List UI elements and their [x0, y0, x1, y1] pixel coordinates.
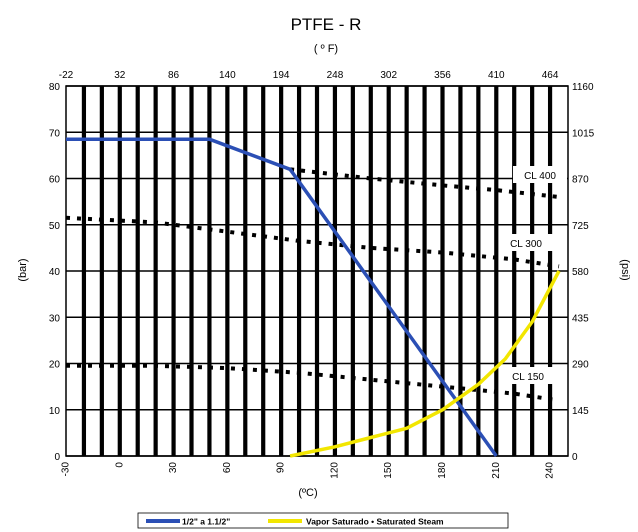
y-tick-label: 30 [49, 313, 61, 324]
y2-axis-label: (psi) [619, 259, 631, 280]
y-tick-label: 70 [49, 128, 61, 139]
annotation-label: CL 400 [524, 171, 556, 182]
y-tick-label: 40 [49, 267, 61, 278]
x-tick-label: 0 [114, 462, 125, 468]
y-tick-label: 80 [49, 82, 61, 93]
annotation-label: CL 150 [512, 372, 544, 383]
y2-tick-label: 870 [572, 175, 589, 186]
top-tick-label: 248 [327, 70, 344, 81]
x-tick-label: 240 [545, 462, 556, 479]
top-tick-label: 86 [168, 70, 180, 81]
top-tick-label: 410 [488, 70, 505, 81]
top-axis-label: ( º F) [314, 43, 338, 55]
annotation-box [513, 166, 567, 183]
y2-tick-label: 0 [572, 452, 578, 463]
y-tick-label: 50 [49, 221, 61, 232]
legend-label-0: 1/2" a 1.1/2" [182, 517, 230, 527]
y-tick-label: 0 [54, 452, 60, 463]
top-tick-label: -22 [59, 70, 74, 81]
x-tick-label: 120 [329, 462, 340, 479]
series-line-1 [289, 270, 561, 458]
legend: 1/2" a 1.1/2" Vapor Saturado • Saturated … [137, 512, 509, 529]
top-tick-label: 302 [380, 70, 397, 81]
series-group [65, 137, 561, 458]
series-line-3 [65, 215, 560, 269]
tick-labels: -30 0 30 60 90 120 150 180 210 240-22 32 86 140 194 24… [49, 70, 595, 479]
x-tick-label: 210 [491, 462, 502, 479]
y-tick-label: 60 [49, 175, 61, 186]
x-tick-label: 90 [276, 462, 287, 474]
grid [65, 85, 569, 457]
x-tick-label: -30 [61, 462, 72, 477]
x-axis-label: (ºC) [298, 487, 317, 499]
y2-tick-label: 145 [572, 406, 589, 417]
x-tick-label: 30 [168, 462, 179, 474]
y-tick-label: 10 [49, 406, 61, 417]
x-tick-label: 60 [222, 462, 233, 474]
y2-tick-label: 1160 [572, 82, 594, 93]
annotation-box [501, 367, 555, 384]
top-tick-label: 356 [434, 70, 451, 81]
top-tick-label: 194 [273, 70, 290, 81]
chart-title: PTFE - R [291, 15, 362, 34]
y2-tick-label: 435 [572, 313, 589, 324]
annotations: CL 400 CL 300 CL 150 [499, 166, 567, 384]
annotation-label: CL 300 [510, 239, 542, 250]
legend-label-1: Vapor Saturado • Saturated Steam [306, 517, 444, 527]
annotation-box [499, 234, 553, 251]
top-tick-label: 140 [219, 70, 236, 81]
y2-tick-label: 290 [572, 360, 589, 371]
top-tick-label: 464 [542, 70, 559, 81]
y2-tick-label: 580 [572, 267, 589, 278]
y-axis-label: (bar) [17, 258, 29, 281]
series-line-4 [66, 363, 560, 403]
legend-box [137, 512, 509, 529]
series-line-0 [66, 137, 498, 458]
x-tick-label: 180 [437, 462, 448, 479]
top-tick-label: 32 [114, 70, 126, 81]
x-tick-label: 150 [383, 462, 394, 479]
y2-tick-label: 725 [572, 221, 589, 232]
y-tick-label: 20 [49, 360, 61, 371]
y2-tick-label: 1015 [572, 128, 595, 139]
